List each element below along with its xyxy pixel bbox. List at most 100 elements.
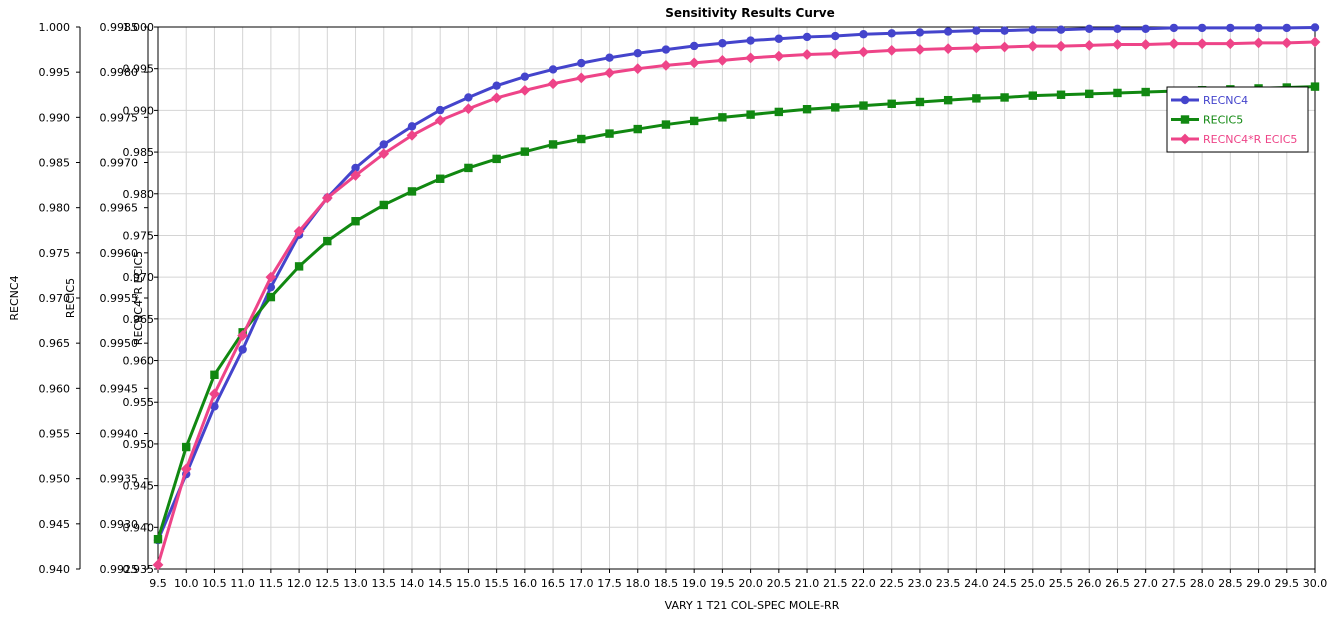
- data-point: [182, 442, 191, 452]
- y-tick-label: 0.995: [123, 63, 155, 76]
- x-tick-label: 15.0: [456, 577, 481, 590]
- data-point: [829, 48, 841, 60]
- x-axis-label: VARY 1 T21 COL-SPEC MOLE-RR: [665, 599, 840, 612]
- y-tick-label: 0.965: [123, 313, 155, 326]
- data-point: [1056, 90, 1066, 99]
- x-tick-label: 23.0: [908, 577, 933, 590]
- x-tick-label: 21.5: [823, 577, 848, 590]
- y-tick-label: 0.9930: [100, 518, 139, 531]
- y-tick-label: 0.960: [39, 382, 71, 395]
- y-tick-label: 0.990: [39, 111, 71, 124]
- x-tick-label: 10.5: [202, 577, 227, 590]
- data-point: [689, 41, 699, 51]
- data-point: [746, 36, 755, 45]
- data-point: [746, 110, 755, 119]
- x-tick-label: 25.5: [1049, 577, 1074, 590]
- data-point: [688, 57, 700, 69]
- y-tick-label: 0.9960: [100, 247, 139, 260]
- x-tick-label: 20.5: [767, 577, 792, 590]
- x-tick-label: 18.0: [625, 577, 650, 590]
- data-point: [661, 120, 671, 129]
- data-point: [379, 200, 388, 210]
- y-tick-label: 0.985: [123, 146, 155, 159]
- y-tick-label: 0.9935: [100, 473, 139, 486]
- x-tick-label: 11.0: [230, 577, 255, 590]
- y-tick-label: 0.9940: [100, 428, 139, 441]
- x-tick-label: 29.0: [1246, 577, 1271, 590]
- data-point: [1169, 23, 1179, 33]
- x-tick-label: 30.0: [1303, 577, 1328, 590]
- data-point: [1196, 38, 1208, 50]
- data-point: [1000, 26, 1009, 35]
- legend-label: RECIC5: [1203, 114, 1243, 127]
- x-tick-label: 11.5: [259, 577, 284, 590]
- x-tick-label: 19.0: [682, 577, 707, 590]
- data-point: [463, 103, 474, 115]
- x-tick-label: 18.5: [654, 577, 679, 590]
- data-point: [294, 262, 304, 271]
- y-axis-label: RECIC5: [64, 278, 77, 318]
- data-point: [547, 78, 559, 90]
- data-point: [718, 113, 727, 122]
- data-point: [293, 225, 305, 237]
- data-point: [575, 72, 587, 84]
- data-point: [802, 105, 812, 114]
- legend-item: RECNC4: [1171, 94, 1248, 107]
- data-point: [660, 59, 672, 71]
- x-tick-label: 23.5: [936, 577, 961, 590]
- y-tick-label: 0.995: [39, 66, 71, 79]
- data-point: [887, 99, 896, 108]
- legend-label: RECNC4*R ECIC5: [1203, 133, 1297, 146]
- data-point: [859, 30, 868, 39]
- data-point: [943, 27, 953, 36]
- y-tick-label: 0.955: [39, 428, 71, 441]
- x-tick-label: 14.5: [428, 577, 453, 590]
- x-tick-label: 24.0: [964, 577, 989, 590]
- data-point: [351, 163, 360, 173]
- x-tick-label: 13.5: [372, 577, 397, 590]
- data-point: [237, 330, 249, 341]
- data-point: [1000, 93, 1009, 102]
- data-point: [633, 48, 642, 58]
- data-point: [831, 103, 840, 112]
- y-tick-label: 0.945: [123, 480, 155, 493]
- data-point: [266, 282, 276, 292]
- series-group: [152, 23, 1321, 571]
- x-tick-label: 16.0: [513, 577, 538, 590]
- legend-marker: [1179, 133, 1191, 145]
- data-point: [492, 81, 501, 90]
- y-axis-2: 0.9925 0.9930 0.9935 0.9940 0.9945 0.9950 0.99…: [64, 21, 149, 576]
- data-point: [972, 94, 981, 103]
- series-1: [153, 23, 1320, 545]
- data-point: [519, 84, 531, 96]
- y-tick-label: 0.990: [123, 104, 155, 117]
- data-point: [464, 93, 473, 102]
- data-point: [520, 72, 530, 81]
- data-point: [604, 67, 615, 79]
- data-point: [577, 134, 586, 144]
- x-tick-label: 29.5: [1275, 577, 1300, 590]
- x-tick-label: 17.0: [569, 577, 594, 590]
- x-axis-ticks: 9.5 10.0 10.5 11.0 11.5 12.0 12.5 13.0 13.5 14.0 1…: [149, 569, 1327, 590]
- data-point: [1027, 40, 1039, 52]
- x-tick-label: 20.0: [738, 577, 763, 590]
- y-tick-label: 1.000: [39, 21, 71, 34]
- y-axes: 0.940 0.945 0.950 0.955 0.960 0.965 0.970 0.975…: [8, 21, 159, 576]
- data-point: [1113, 88, 1122, 98]
- data-point: [1197, 23, 1207, 33]
- data-point: [351, 217, 360, 226]
- data-point: [1085, 24, 1094, 34]
- data-point: [435, 174, 445, 183]
- y-tick-label: 0.9945: [100, 382, 139, 395]
- y-tick-label: 0.935: [123, 563, 155, 576]
- data-point: [1113, 24, 1122, 34]
- data-point: [1309, 36, 1321, 48]
- x-tick-label: 15.5: [484, 577, 509, 590]
- y-tick-label: 0.965: [39, 337, 71, 350]
- y-axis-label: RECNC4*R ECIC5: [132, 251, 145, 345]
- data-point: [1253, 37, 1264, 49]
- series-line: [156, 85, 1316, 540]
- x-tick-label: 28.0: [1190, 577, 1215, 590]
